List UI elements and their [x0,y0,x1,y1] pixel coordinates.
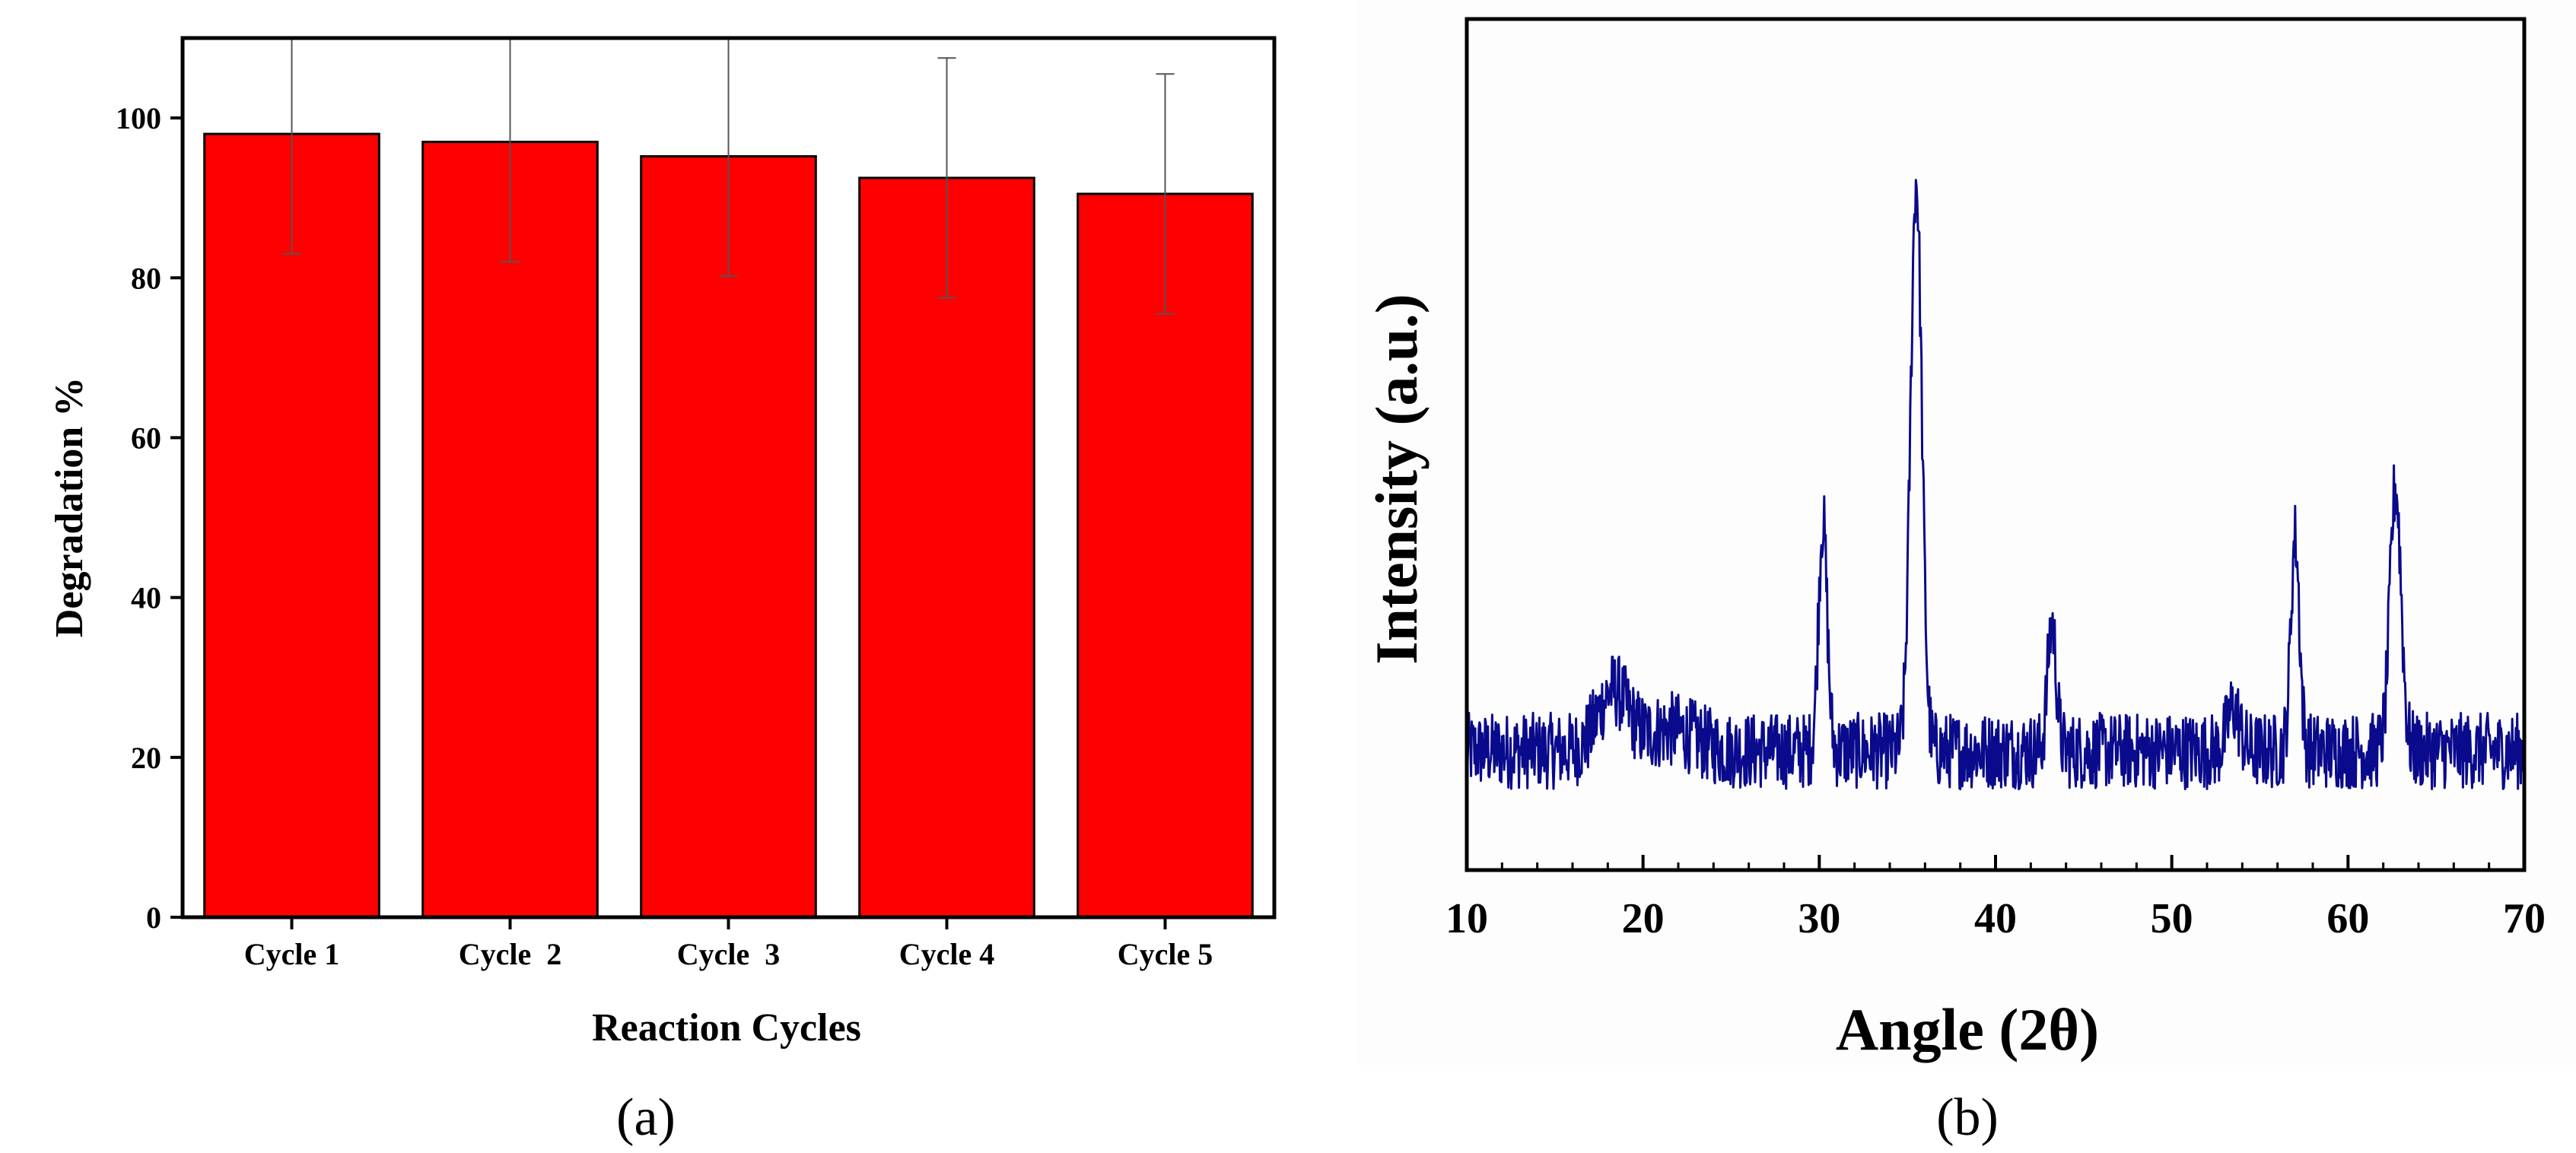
x-tick-label: Cycle 3 [677,937,781,971]
bar-1 [203,132,380,919]
x-tick-label: 50 [2151,895,2193,942]
x-axis-title: Angle (2θ) [1836,996,2099,1062]
y-axis-title: Degradation % [48,377,91,637]
x-tick-label: Cycle 2 [459,937,562,971]
y-tick-label: 100 [116,101,161,135]
y-tick-label: 0 [146,900,161,935]
x-tick-label: 40 [1974,895,2017,942]
x-axis-title: Reaction Cycles [592,1006,861,1050]
bar-4 [858,176,1035,919]
x-tick-label: 30 [1798,895,1840,942]
xrd-pattern-line [1465,179,2526,791]
x-tick-label: 10 [1445,895,1488,942]
y-tick-label: 80 [131,261,161,295]
y-tick-label: 20 [131,741,161,775]
bar-2 [421,141,599,919]
x-tick-label: 60 [2326,895,2369,942]
panel-b-line-chart: 10 20 30 40 50 60 70 Angle (2θ) Intensity (a.u… [1358,0,2576,1147]
panel-label: (b) [1936,1088,1999,1147]
y-tick-label: 60 [131,421,161,455]
y-tick-label: 40 [131,581,161,615]
x-tick-label: 20 [1622,895,1665,942]
error-bar-group [282,38,1175,315]
x-tick-label: Cycle 1 [244,937,340,971]
x-axis-ticks: Cycle 1 Cycle 2 Cycle 3 Cycle 4 Cycle 5 [244,917,1213,971]
panel-label: (a) [616,1088,676,1147]
x-axis-ticks: 10 20 30 40 50 60 70 [1445,855,2546,942]
panel-b-background [1358,0,2576,1065]
x-tick-label: 70 [2503,895,2546,942]
x-tick-label: Cycle 5 [1118,937,1213,971]
y-axis-title: Intensity (a.u.) [1363,294,1430,665]
x-tick-label: Cycle 4 [899,937,995,971]
y-axis-ticks: 0 20 40 60 80 100 [116,101,183,935]
